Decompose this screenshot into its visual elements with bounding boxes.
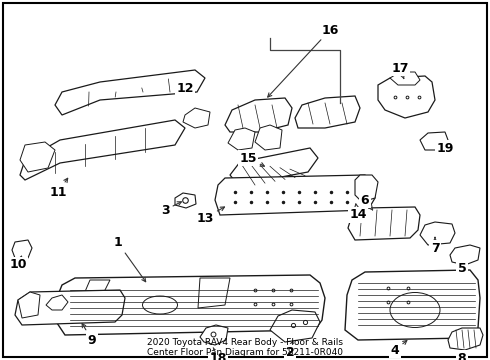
Polygon shape	[345, 270, 480, 340]
Text: 12: 12	[176, 81, 195, 94]
Text: 1: 1	[114, 237, 146, 282]
Text: 3: 3	[161, 202, 181, 216]
Text: 13: 13	[196, 207, 224, 225]
Polygon shape	[198, 278, 230, 308]
Polygon shape	[215, 175, 375, 215]
Polygon shape	[228, 128, 255, 150]
Polygon shape	[450, 245, 480, 265]
Polygon shape	[448, 328, 483, 350]
Polygon shape	[295, 96, 360, 128]
Text: 8: 8	[458, 350, 466, 360]
Polygon shape	[12, 240, 32, 258]
Text: 5: 5	[458, 261, 466, 274]
Text: 11: 11	[49, 178, 68, 198]
Polygon shape	[355, 175, 378, 202]
Text: 4: 4	[391, 341, 407, 356]
Polygon shape	[15, 290, 125, 325]
Text: 2: 2	[286, 341, 294, 359]
Text: 16: 16	[268, 23, 339, 97]
Text: 15: 15	[239, 152, 265, 166]
Polygon shape	[46, 295, 68, 310]
Text: 9: 9	[82, 323, 97, 346]
Polygon shape	[20, 120, 185, 180]
Text: 2020 Toyota RAV4 Rear Body - Floor & Rails
Center Floor Pan Diagram for 58211-0R: 2020 Toyota RAV4 Rear Body - Floor & Rai…	[147, 338, 343, 357]
Polygon shape	[255, 125, 282, 150]
Polygon shape	[18, 292, 40, 318]
Polygon shape	[390, 72, 420, 85]
Text: 10: 10	[9, 256, 27, 271]
Polygon shape	[55, 275, 325, 335]
Polygon shape	[183, 108, 210, 128]
Text: 19: 19	[436, 141, 454, 154]
Polygon shape	[420, 222, 455, 245]
Polygon shape	[348, 207, 420, 240]
Polygon shape	[200, 325, 228, 345]
Polygon shape	[225, 98, 292, 132]
Polygon shape	[78, 280, 110, 310]
Text: 18: 18	[209, 348, 227, 360]
Polygon shape	[378, 76, 435, 118]
Polygon shape	[420, 132, 448, 150]
Polygon shape	[270, 310, 320, 342]
Polygon shape	[55, 70, 205, 115]
Polygon shape	[175, 193, 196, 208]
Polygon shape	[230, 148, 318, 185]
Text: 16: 16	[321, 23, 339, 36]
Polygon shape	[20, 142, 55, 172]
Text: 17: 17	[391, 62, 409, 78]
Text: 7: 7	[431, 238, 440, 255]
Text: 6: 6	[361, 194, 372, 210]
Text: 14: 14	[349, 204, 367, 221]
